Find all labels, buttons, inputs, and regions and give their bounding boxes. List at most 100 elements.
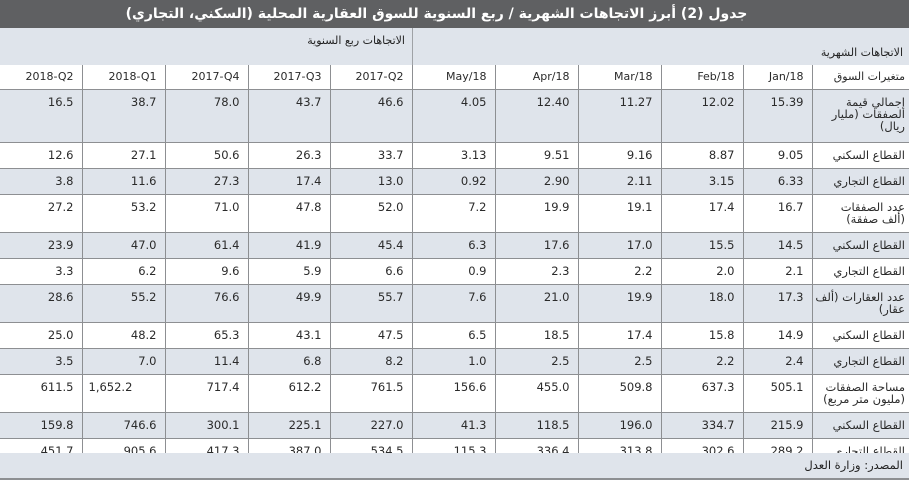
cell: 15.8: [661, 322, 744, 349]
source-note: المصدر: وزارة العدل: [804, 458, 903, 472]
col-header-feb18: Feb/18: [661, 65, 744, 90]
cell: 3.15: [661, 168, 744, 195]
cell: 227.0: [330, 412, 413, 439]
cell: 2.3: [495, 258, 579, 285]
cell: 6.33: [743, 168, 813, 195]
table-row: 23.9 47.0 61.4 41.9 45.4 6.3 17.6 17.0 1…: [0, 232, 909, 259]
column-group-header: الاتجاهات ربع السنوية الاتجاهات الشهرية: [0, 28, 909, 66]
table-title: جدول (2) أبرز الاتجاهات الشهرية / ربع ال…: [125, 6, 748, 22]
cell: 65.3: [165, 322, 249, 349]
cell: 2.90: [495, 168, 579, 195]
cell: 196.0: [578, 412, 662, 439]
cell: 746.6: [82, 412, 166, 439]
cell: 17.4: [578, 322, 662, 349]
cell: 3.5: [0, 348, 83, 375]
cell: 7.6: [412, 284, 496, 323]
table-row: 25.0 48.2 65.3 43.1 47.5 6.5 18.5 17.4 1…: [0, 322, 909, 349]
cell: 3.3: [0, 258, 83, 285]
row-label: القطاع السكني: [812, 142, 909, 169]
table-title-bar: جدول (2) أبرز الاتجاهات الشهرية / ربع ال…: [0, 0, 909, 29]
cell: 16.7: [743, 194, 813, 233]
cell: 19.9: [578, 284, 662, 323]
col-header-2017-q3: 2017-Q3: [248, 65, 331, 90]
group-divider: [412, 28, 413, 65]
cell: 611.5: [0, 374, 83, 413]
cell: 55.7: [330, 284, 413, 323]
cell: 50.6: [165, 142, 249, 169]
cell: 12.6: [0, 142, 83, 169]
cell: 43.7: [248, 89, 331, 143]
column-header-row: 2018-Q2 2018-Q1 2017-Q4 2017-Q3 2017-Q2 …: [0, 65, 909, 90]
cell: 28.6: [0, 284, 83, 323]
cell: 45.4: [330, 232, 413, 259]
cell: 47.8: [248, 194, 331, 233]
cell: 78.0: [165, 89, 249, 143]
cell: 1,652.2: [82, 374, 166, 413]
cell: 334.7: [661, 412, 744, 439]
table-row: 16.5 38.7 78.0 43.7 46.6 4.05 12.40 11.2…: [0, 89, 909, 143]
cell: 3.13: [412, 142, 496, 169]
cell: 637.3: [661, 374, 744, 413]
col-header-market-variables: متغيرات السوق: [812, 65, 909, 90]
col-header-2017-q2: 2017-Q2: [330, 65, 413, 90]
cell: 16.5: [0, 89, 83, 143]
source-footer: المصدر: وزارة العدل: [0, 453, 909, 480]
cell: 9.51: [495, 142, 579, 169]
cell: 118.5: [495, 412, 579, 439]
col-header-apr18: Apr/18: [495, 65, 579, 90]
row-label: القطاع السكني: [812, 322, 909, 349]
row-label: عدد العقارات (ألف عقار): [812, 284, 909, 323]
cell: 49.9: [248, 284, 331, 323]
cell: 38.7: [82, 89, 166, 143]
cell: 52.0: [330, 194, 413, 233]
cell: 9.6: [165, 258, 249, 285]
table-row: 3.8 11.6 27.3 17.4 13.0 0.92 2.90 2.11 3…: [0, 168, 909, 195]
cell: 48.2: [82, 322, 166, 349]
cell: 19.9: [495, 194, 579, 233]
cell: 11.4: [165, 348, 249, 375]
cell: 11.27: [578, 89, 662, 143]
col-header-2018-q1: 2018-Q1: [82, 65, 166, 90]
col-header-jan18: Jan/18: [743, 65, 813, 90]
cell: 2.2: [661, 348, 744, 375]
cell: 2.4: [743, 348, 813, 375]
col-header-may18: May/18: [412, 65, 496, 90]
cell: 12.40: [495, 89, 579, 143]
cell: 46.6: [330, 89, 413, 143]
cell: 3.8: [0, 168, 83, 195]
cell: 27.3: [165, 168, 249, 195]
cell: 12.02: [661, 89, 744, 143]
group-label-monthly: الاتجاهات الشهرية: [820, 46, 903, 59]
cell: 4.05: [412, 89, 496, 143]
cell: 8.87: [661, 142, 744, 169]
cell: 18.0: [661, 284, 744, 323]
table-row: 3.5 7.0 11.4 6.8 8.2 1.0 2.5 2.5 2.2 2.4…: [0, 348, 909, 375]
group-label-quarterly: الاتجاهات ربع السنوية: [307, 34, 405, 47]
cell: 41.9: [248, 232, 331, 259]
cell: 17.4: [661, 194, 744, 233]
market-trends-table: 2018-Q2 2018-Q1 2017-Q4 2017-Q3 2017-Q2 …: [0, 65, 909, 465]
cell: 14.9: [743, 322, 813, 349]
cell: 11.6: [82, 168, 166, 195]
table-row: 28.6 55.2 76.6 49.9 55.7 7.6 21.0 19.9 1…: [0, 284, 909, 323]
row-label: القطاع التجاري: [812, 348, 909, 375]
cell: 17.0: [578, 232, 662, 259]
row-label: القطاع التجاري: [812, 168, 909, 195]
cell: 27.2: [0, 194, 83, 233]
table-row: 159.8 746.6 300.1 225.1 227.0 41.3 118.5…: [0, 412, 909, 439]
cell: 6.2: [82, 258, 166, 285]
cell: 6.5: [412, 322, 496, 349]
col-header-2017-q4: 2017-Q4: [165, 65, 249, 90]
cell: 6.6: [330, 258, 413, 285]
cell: 15.5: [661, 232, 744, 259]
cell: 717.4: [165, 374, 249, 413]
cell: 17.4: [248, 168, 331, 195]
cell: 0.9: [412, 258, 496, 285]
row-label: مساحة الصفقات (مليون متر مربع): [812, 374, 909, 413]
cell: 5.9: [248, 258, 331, 285]
cell: 159.8: [0, 412, 83, 439]
cell: 76.6: [165, 284, 249, 323]
cell: 71.0: [165, 194, 249, 233]
cell: 43.1: [248, 322, 331, 349]
cell: 8.2: [330, 348, 413, 375]
